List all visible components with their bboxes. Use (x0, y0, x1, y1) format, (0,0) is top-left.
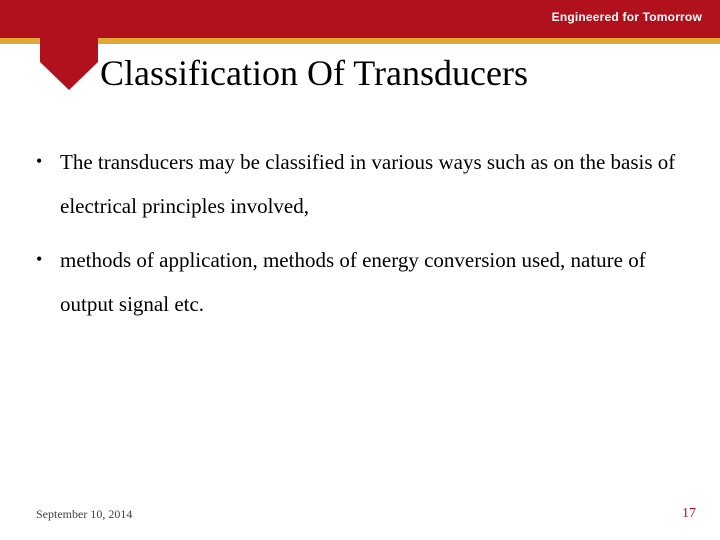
bullet-text: The transducers may be classified in var… (60, 140, 684, 228)
bullet-marker: • (36, 140, 60, 228)
header-accent-square (40, 0, 98, 62)
slide-title: Classification Of Transducers (100, 52, 528, 94)
footer-page-number: 17 (682, 506, 696, 522)
tagline: Engineered for Tomorrow (552, 10, 702, 24)
bullet-item: • methods of application, methods of ene… (36, 238, 684, 326)
footer-date: September 10, 2014 (36, 507, 132, 522)
header-accent-triangle (40, 62, 98, 90)
bullet-marker: • (36, 238, 60, 326)
bullet-item: • The transducers may be classified in v… (36, 140, 684, 228)
header-stripe (0, 38, 720, 44)
bullet-text: methods of application, methods of energ… (60, 238, 684, 326)
slide-body: • The transducers may be classified in v… (36, 140, 684, 336)
